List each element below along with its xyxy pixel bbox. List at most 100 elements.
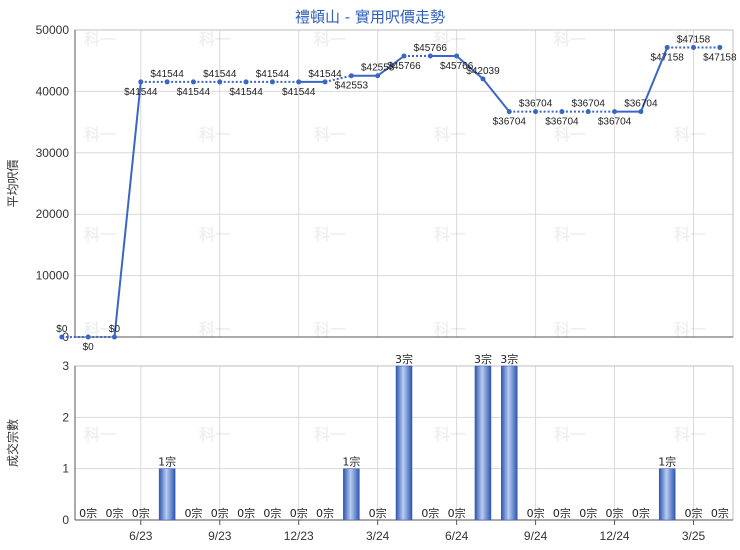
data-point [138, 79, 144, 85]
y-tick-label: 20000 [36, 207, 70, 221]
data-label: $41544 [203, 69, 237, 80]
y-axis-title: 成交宗數 [5, 419, 20, 467]
data-label: $41544 [150, 69, 184, 80]
x-tick-label: 12/23 [284, 529, 314, 543]
data-point [691, 44, 697, 50]
watermark: 科一 [674, 225, 706, 244]
data-label: $47158 [703, 52, 737, 63]
bar-value-label: 0宗 [237, 506, 255, 520]
y-tick-label: 1 [62, 462, 69, 476]
data-point [612, 109, 618, 115]
data-point [585, 109, 591, 115]
y-tick-label: 2 [62, 410, 69, 424]
x-tick-label: 6/23 [129, 529, 153, 543]
series-segment [113, 81, 142, 338]
watermark: 科一 [84, 320, 116, 339]
bar-value-label: 0宗 [711, 506, 729, 520]
watermark: 科一 [674, 30, 706, 49]
watermark: 科一 [674, 320, 706, 339]
bar [343, 468, 360, 521]
data-point [164, 79, 170, 85]
bar-value-label: 0宗 [685, 506, 703, 520]
data-label: $41544 [124, 87, 158, 98]
bar-value-label: 0宗 [369, 506, 387, 520]
watermark: 科一 [199, 425, 231, 444]
data-label: $45766 [414, 43, 448, 54]
watermark: 科一 [434, 30, 466, 49]
series-segment [639, 47, 669, 113]
data-label: $41544 [229, 87, 263, 98]
data-point [401, 53, 407, 59]
watermark: 科一 [314, 225, 346, 244]
bar [474, 365, 492, 521]
watermark: 科一 [314, 30, 346, 49]
bar-value-label: 0宗 [632, 506, 650, 520]
data-point [559, 109, 565, 115]
data-point [533, 109, 539, 115]
data-label: $36704 [519, 99, 553, 110]
data-point [348, 73, 354, 79]
bar-value-label: 0宗 [290, 506, 308, 520]
watermark: 科一 [434, 225, 466, 244]
data-label: $42553 [335, 81, 369, 92]
series-segment [455, 55, 484, 80]
data-point [111, 334, 117, 340]
bar-value-label: 0宗 [316, 506, 334, 520]
bar-value-label: 0宗 [527, 506, 545, 520]
watermark: 科一 [199, 225, 231, 244]
data-label: $47158 [677, 34, 711, 45]
bar-value-label: 0宗 [263, 506, 281, 520]
watermark: 科一 [314, 125, 346, 144]
watermark: 科一 [554, 30, 586, 49]
x-tick-label: 3/25 [682, 529, 706, 543]
bar [501, 365, 518, 521]
data-point [296, 79, 302, 85]
watermark: 科一 [554, 125, 586, 144]
bar-value-label: 3宗 [474, 352, 492, 366]
bar [658, 468, 676, 521]
y-axis-title: 平均呎價 [6, 159, 20, 207]
bar-value-label: 1宗 [342, 455, 360, 469]
bar-value-label: 0宗 [211, 506, 229, 520]
data-label: $45766 [387, 61, 421, 72]
bar-value-label: 1宗 [658, 455, 676, 469]
bar [158, 468, 176, 521]
data-label: $47158 [651, 52, 685, 63]
data-point [190, 79, 196, 85]
data-label: $0 [83, 342, 95, 353]
watermark: 科一 [199, 125, 231, 144]
x-tick-label: 9/23 [208, 529, 232, 543]
data-label: $0 [109, 324, 121, 335]
bar-value-label: 1宗 [158, 455, 176, 469]
x-tick-label: 6/24 [445, 529, 469, 543]
bar-value-label: 3宗 [500, 352, 518, 366]
watermark: 科一 [199, 320, 231, 339]
series-segment [377, 55, 405, 77]
chart-title: 禮頓山 - 實用呎價走勢 [295, 8, 445, 26]
data-point [717, 44, 723, 50]
watermark: 科一 [554, 225, 586, 244]
bar-value-label: 0宗 [132, 506, 150, 520]
data-point [480, 76, 486, 82]
data-point [427, 53, 433, 59]
data-label: $41544 [256, 69, 290, 80]
bar-value-label: 3宗 [395, 352, 413, 366]
x-tick-label: 9/24 [524, 529, 548, 543]
y-tick-label: 0 [62, 513, 69, 527]
data-point [664, 44, 670, 50]
watermark: 科一 [674, 425, 706, 444]
y-tick-label: 40000 [36, 84, 70, 98]
bar-value-label: 0宗 [105, 506, 123, 520]
bar-value-label: 0宗 [184, 506, 202, 520]
data-label: $36704 [598, 117, 632, 128]
data-point [269, 79, 275, 85]
data-label: $42039 [466, 66, 500, 77]
y-tick-label: 50000 [36, 23, 70, 37]
x-tick-label: 3/24 [366, 529, 390, 543]
watermark: 科一 [434, 125, 466, 144]
watermark: 科一 [554, 320, 586, 339]
data-label: $41544 [282, 87, 316, 98]
y-tick-label: 3 [62, 359, 69, 373]
